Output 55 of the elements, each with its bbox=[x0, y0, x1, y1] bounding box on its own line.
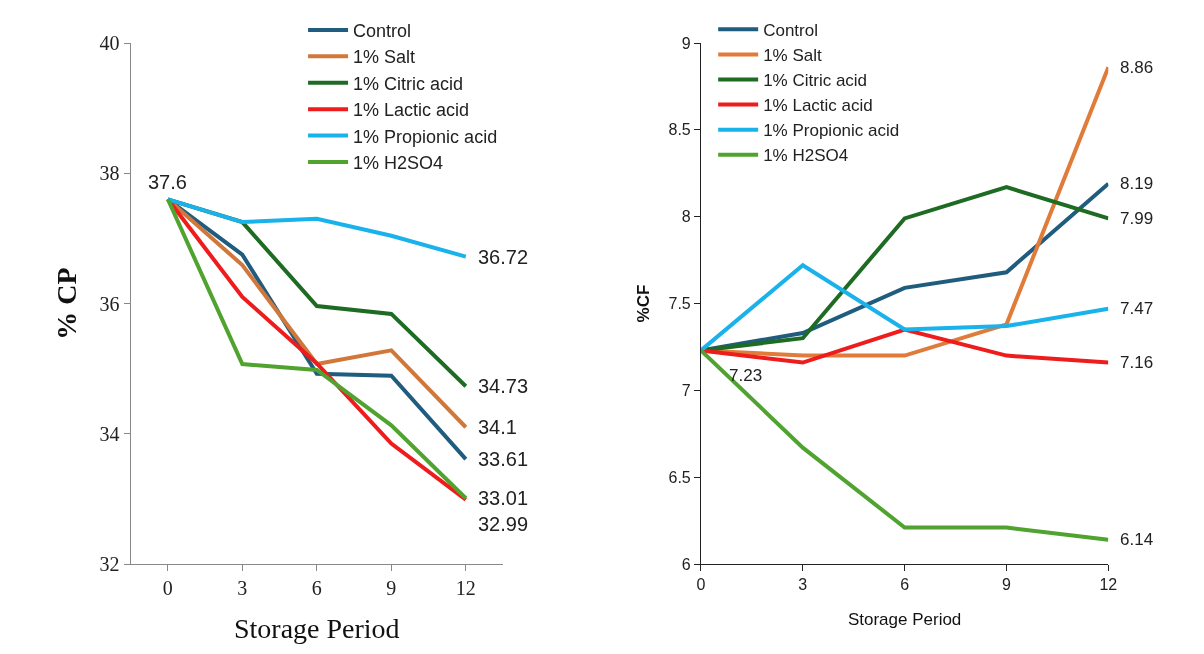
y-tick-label: 36 bbox=[99, 292, 120, 315]
y-tick-label: 34 bbox=[99, 422, 120, 445]
legend-label: Control bbox=[763, 20, 818, 40]
data-label: 34.1 bbox=[478, 416, 517, 438]
legend-label: 1% Propionic acid bbox=[353, 126, 498, 147]
x-tick-label: 12 bbox=[1099, 576, 1118, 594]
data-label: 8.86 bbox=[1120, 58, 1154, 77]
line-series bbox=[700, 348, 1109, 542]
x-tick-label: 3 bbox=[237, 577, 248, 599]
legend-label: Control bbox=[353, 20, 412, 41]
line-series bbox=[700, 263, 1109, 353]
x-tick-label: 6 bbox=[311, 577, 322, 599]
data-label: 7.16 bbox=[1120, 353, 1154, 372]
legend-label: 1% Citric acid bbox=[763, 71, 868, 91]
y-tick-label: 38 bbox=[99, 162, 120, 185]
legend-label: 1% H2SO4 bbox=[763, 146, 849, 166]
y-tick-label: 6 bbox=[681, 555, 691, 573]
data-label: 8.19 bbox=[1120, 174, 1154, 193]
x-tick-label: 12 bbox=[455, 577, 476, 599]
y-tick-label: 32 bbox=[99, 553, 120, 575]
data-label: 7.23 bbox=[729, 366, 763, 385]
y-tick-label: 9 bbox=[681, 34, 691, 52]
y-tick-label: 8.5 bbox=[668, 121, 691, 139]
legend-label: 1% Citric acid bbox=[353, 73, 464, 94]
x-tick-label: 9 bbox=[386, 577, 397, 599]
data-label: 33.61 bbox=[478, 448, 529, 470]
data-label: 7.47 bbox=[1120, 299, 1154, 318]
y-tick-label: 6.5 bbox=[668, 468, 691, 486]
x-tick-label: 9 bbox=[1002, 576, 1012, 594]
data-label: 33.01 bbox=[478, 487, 529, 509]
x-axis-title: Storage Period bbox=[234, 613, 400, 645]
data-label: 6.14 bbox=[1120, 530, 1154, 549]
x-tick-label: 6 bbox=[900, 576, 910, 594]
data-label: 36.72 bbox=[478, 246, 529, 268]
y-tick-label: 7.5 bbox=[668, 295, 691, 313]
legend-label: 1% Propionic acid bbox=[763, 121, 900, 141]
line-series bbox=[165, 197, 468, 259]
legend-label: 1% Salt bbox=[353, 47, 416, 68]
data-label: 34.73 bbox=[478, 375, 529, 397]
x-tick-label: 0 bbox=[162, 577, 173, 599]
data-label: 32.99 bbox=[478, 513, 529, 535]
y-tick-label: 8 bbox=[681, 208, 691, 226]
y-axis-title: % CP bbox=[51, 267, 83, 340]
y-tick-label: 40 bbox=[99, 32, 120, 54]
legend-label: 1% H2SO4 bbox=[353, 152, 444, 173]
x-tick-label: 3 bbox=[798, 576, 808, 594]
legend-label: 1% Lactic acid bbox=[353, 100, 470, 121]
y-tick-label: 7 bbox=[681, 381, 691, 399]
data-label: 7.99 bbox=[1120, 209, 1154, 228]
legend-label: 1% Lactic acid bbox=[763, 96, 873, 116]
x-tick-label: 0 bbox=[696, 576, 706, 594]
data-label: 37.6 bbox=[148, 171, 187, 193]
legend-label: 1% Salt bbox=[763, 46, 823, 66]
x-axis-title: Storage Period bbox=[847, 609, 962, 629]
y-axis-title: %CF bbox=[634, 284, 654, 323]
